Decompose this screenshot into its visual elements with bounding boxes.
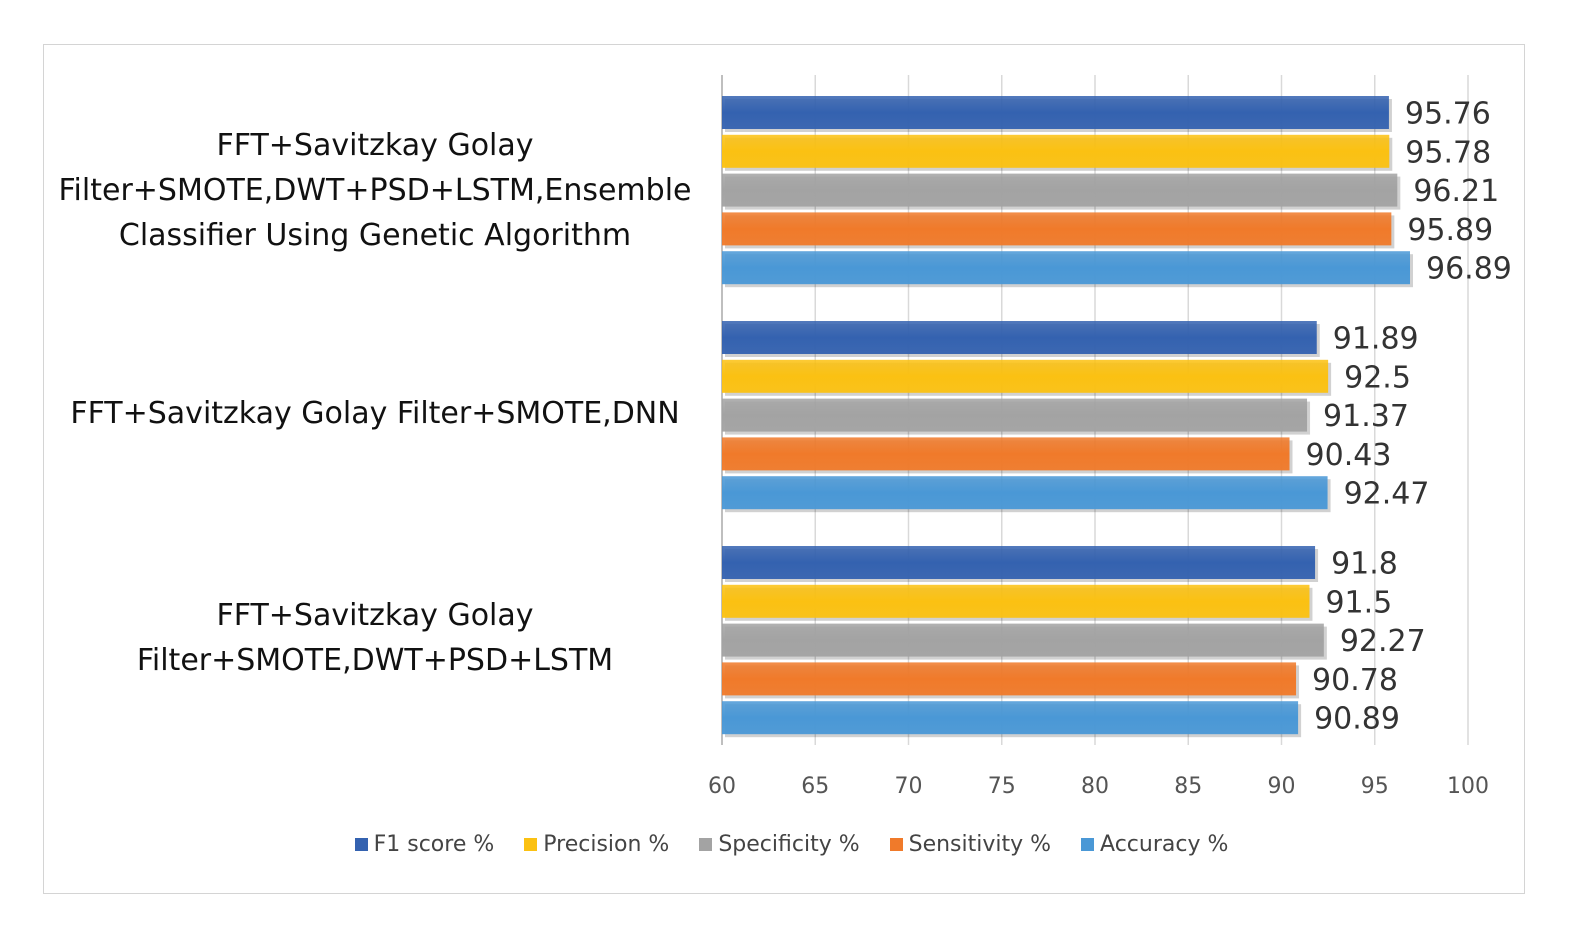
x-tick-label: 85: [1174, 774, 1202, 799]
x-tick-label: 60: [708, 774, 736, 799]
data-label: 91.5: [1325, 585, 1392, 620]
category-label-line: Filter+SMOTE,DWT+PSD+LSTM: [136, 643, 614, 678]
bar-sensitivity: [722, 212, 1392, 246]
legend-label: Specificity %: [718, 832, 860, 857]
category-label: FFT+Savitzkay Golay Filter+SMOTE,DWT+PSD+…: [55, 123, 695, 258]
category-label: FFT+Savitzkay Golay Filter+SMOTE,DNN: [55, 391, 695, 436]
bar-accuracy: [722, 476, 1328, 510]
bar-accuracy: [722, 251, 1410, 285]
data-label: 92.5: [1344, 360, 1411, 395]
legend-label: F1 score %: [373, 832, 495, 857]
bar-f1-score: [722, 321, 1317, 354]
legend-item: Sensitivity %: [889, 832, 1052, 857]
data-label: 90.78: [1312, 663, 1398, 698]
data-label: 91.89: [1333, 322, 1419, 357]
data-label: 95.78: [1405, 135, 1491, 170]
category-label-line: FFT+Savitzkay Golay: [216, 598, 534, 633]
bar-precision: [722, 584, 1310, 618]
x-tick-label: 75: [988, 774, 1016, 799]
legend-swatch: [354, 838, 368, 851]
bar-sensitivity: [722, 662, 1297, 696]
data-label: 96.21: [1413, 174, 1499, 209]
legend-swatch: [1081, 838, 1095, 851]
legend: F1 score % Precision % Specificity % Sensit…: [0, 832, 1583, 857]
data-label: 90.43: [1306, 438, 1392, 473]
x-tick-label: 70: [895, 774, 923, 799]
bar-f1-score: [722, 546, 1316, 579]
bar-specificity: [722, 623, 1324, 657]
data-label: 92.27: [1340, 624, 1426, 659]
legend-label: Sensitivity %: [908, 832, 1052, 857]
bar-f1-score: [722, 96, 1389, 129]
x-tick-label: 90: [1268, 774, 1296, 799]
x-tick-label: 95: [1361, 774, 1389, 799]
legend-item: F1 score %: [354, 832, 495, 857]
bar-accuracy: [722, 701, 1299, 735]
data-label: 90.89: [1314, 702, 1400, 737]
category-label: FFT+Savitzkay Golay Filter+SMOTE,DWT+PSD+…: [55, 593, 695, 683]
legend-item: Precision %: [524, 832, 669, 857]
x-tick-label: 100: [1447, 774, 1489, 799]
bar-precision: [722, 359, 1329, 393]
category-label-line: FFT+Savitzkay Golay: [216, 127, 534, 163]
bar-sensitivity: [722, 437, 1290, 471]
legend-swatch: [524, 838, 538, 851]
data-label: 92.47: [1344, 477, 1430, 512]
bar-specificity: [722, 173, 1398, 207]
x-tick-label: 65: [801, 774, 829, 799]
legend-item: Accuracy %: [1081, 832, 1228, 857]
category-label-line: Classifier Using Genetic Algorithm: [118, 217, 632, 253]
data-label: 91.8: [1331, 547, 1398, 582]
legend-swatch: [889, 838, 903, 851]
data-label: 91.37: [1323, 399, 1409, 434]
category-label-line: FFT+Savitzkay Golay Filter+SMOTE,DNN: [70, 395, 680, 431]
data-label: 96.89: [1426, 252, 1512, 287]
legend-label: Accuracy %: [1100, 832, 1229, 857]
data-label: 95.89: [1407, 213, 1493, 248]
legend-swatch: [699, 838, 713, 851]
data-label: 95.76: [1405, 97, 1491, 132]
bar-precision: [722, 134, 1390, 168]
category-label-line: Filter+SMOTE,DWT+PSD+LSTM,Ensemble: [58, 172, 692, 208]
legend-item: Specificity %: [699, 832, 860, 857]
bar-specificity: [722, 398, 1308, 432]
legend-label: Precision %: [543, 832, 670, 857]
x-tick-label: 80: [1081, 774, 1109, 799]
